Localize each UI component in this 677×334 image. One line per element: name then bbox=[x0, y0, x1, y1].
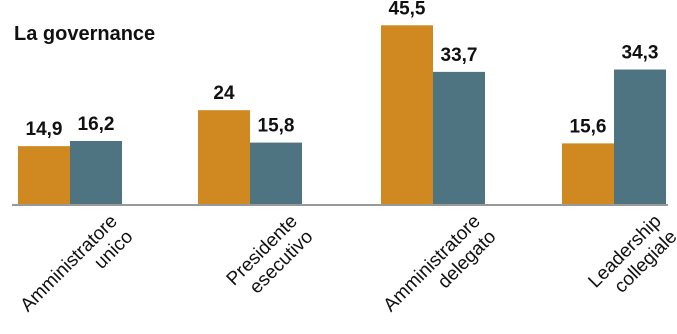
bar-3-0 bbox=[562, 143, 614, 205]
value-labels-group: 14,9 16,2 24 15,8 45,5 33,7 15,6 34,3 bbox=[26, 0, 659, 140]
value-label-2-0: 45,5 bbox=[389, 0, 426, 19]
bar-1-0 bbox=[198, 110, 250, 205]
value-label-3-0: 15,6 bbox=[570, 116, 607, 137]
value-label-1-0: 24 bbox=[213, 83, 235, 104]
bar-1-1 bbox=[250, 142, 302, 205]
value-label-0-0: 14,9 bbox=[26, 119, 63, 140]
bar-3-1 bbox=[614, 69, 666, 205]
value-label-1-1: 15,8 bbox=[258, 116, 295, 137]
chart-title: La governance bbox=[14, 23, 155, 45]
bar-2-0 bbox=[381, 25, 433, 206]
value-label-3-1: 34,3 bbox=[622, 43, 659, 64]
value-label-2-1: 33,7 bbox=[441, 45, 478, 66]
bar-0-0 bbox=[18, 146, 70, 205]
bar-2-1 bbox=[433, 71, 485, 205]
bar-0-1 bbox=[70, 141, 122, 205]
value-label-0-1: 16,2 bbox=[78, 114, 115, 135]
bars-group bbox=[18, 25, 666, 206]
